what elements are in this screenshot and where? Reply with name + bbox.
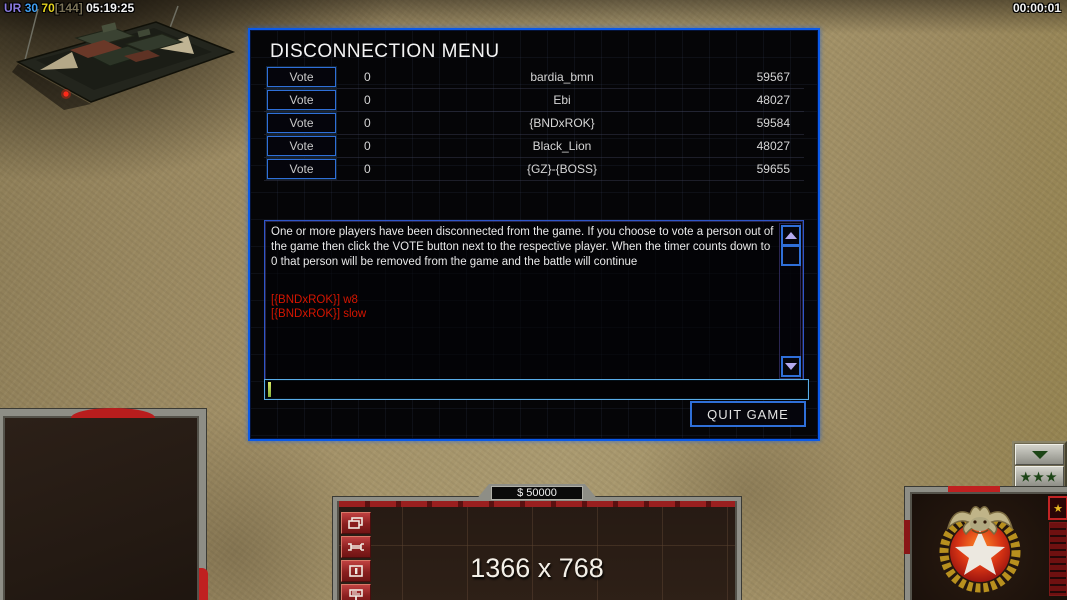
sell-button[interactable]	[341, 560, 371, 582]
player-name: {GZ}-{BOSS}	[526, 162, 598, 176]
hud-tag-ur: UR	[4, 1, 22, 15]
sign-icon	[349, 588, 363, 600]
vote-table: Vote 0 bardia_bmn 59567 Vote 0 Ebi 48027…	[264, 66, 804, 181]
portrait-red-accent-left	[904, 520, 910, 554]
chat-log: [{BNDxROK}] w8 [{BNDxROK}] slow	[271, 293, 366, 321]
veterancy-strip: ★	[1048, 496, 1067, 600]
minimap-panel[interactable]	[0, 408, 208, 600]
command-bar-side-buttons	[341, 512, 371, 600]
vote-button[interactable]: Vote	[267, 113, 336, 133]
wrench-icon	[348, 543, 364, 551]
hud-clock: 05:19:25	[86, 1, 135, 15]
scrollbar[interactable]	[779, 223, 801, 379]
money-value: $ 50000	[491, 486, 583, 500]
scrollbar-thumb[interactable]	[781, 245, 801, 266]
hud-tag-30: 30	[24, 1, 39, 15]
hud-tag-144: [144]	[54, 1, 83, 15]
message-area: One or more players have been disconnect…	[264, 220, 804, 382]
rank-stars-icon: ★★★	[1020, 469, 1059, 484]
minimap-red-accent-right	[199, 568, 208, 600]
rank-button-frame: ★★★	[1012, 441, 1067, 488]
vote-button[interactable]: Vote	[267, 136, 336, 156]
player-name: bardia_bmn	[530, 70, 594, 84]
command-bar-panel: $ 50000 1366 x 768	[333, 484, 741, 600]
options-menu-button[interactable]	[341, 512, 371, 534]
chat-input[interactable]	[264, 379, 809, 400]
beacon-button[interactable]	[341, 584, 371, 600]
quit-game-button[interactable]: QUIT GAME	[690, 401, 806, 427]
timeout-value: 48027	[756, 139, 790, 153]
portrait-red-accent-top	[948, 486, 1000, 492]
money-display: $ 50000	[475, 484, 599, 501]
chevron-down-icon	[1031, 450, 1048, 459]
vote-button[interactable]: Vote	[267, 90, 336, 110]
table-row: Vote 0 {GZ}-{BOSS} 59655	[264, 158, 804, 181]
timeout-value: 48027	[756, 93, 790, 107]
table-row: Vote 0 {BNDxROK} 59584	[264, 112, 804, 135]
timeout-value: 59567	[756, 70, 790, 84]
chat-line: [{BNDxROK}] slow	[271, 308, 367, 320]
player-name: Black_Lion	[532, 139, 592, 153]
disconnect-message: One or more players have been disconnect…	[271, 226, 774, 268]
vote-count: 0	[364, 93, 371, 107]
vote-count: 0	[364, 139, 371, 153]
vote-button[interactable]: Vote	[267, 67, 336, 87]
scroll-up-button[interactable]	[781, 225, 801, 246]
table-row: Vote 0 Black_Lion 48027	[264, 135, 804, 158]
chat-line: [{BNDxROK}] w8	[271, 294, 358, 306]
veterancy-meter	[1049, 522, 1067, 596]
minimap-red-accent-top	[71, 408, 155, 418]
player-name: {BNDxROK}	[529, 116, 595, 130]
repair-button[interactable]	[341, 536, 371, 558]
faction-portrait-panel[interactable]: ★	[904, 486, 1067, 600]
china-faction-emblem	[939, 506, 1021, 593]
generals-promotion-button[interactable]: ★★★	[1015, 466, 1064, 487]
war-factory-building	[12, 5, 236, 110]
timeout-value: 59655	[756, 162, 790, 176]
vote-count: 0	[364, 70, 371, 84]
windows-icon	[348, 516, 363, 529]
frame-bar-icon	[349, 565, 363, 577]
dialog-title: DISCONNECTION MENU	[270, 41, 500, 62]
vote-count: 0	[364, 116, 371, 130]
disconnection-menu-dialog: DISCONNECTION MENU Vote 0 bardia_bmn 595…	[248, 28, 820, 441]
table-row: Vote 0 Ebi 48027	[264, 89, 804, 112]
text-caret	[268, 382, 271, 397]
scroll-down-button[interactable]	[781, 356, 801, 377]
timeout-value: 59584	[756, 116, 790, 130]
command-bar-red-trim	[339, 501, 735, 507]
veterancy-star-icon: ★	[1048, 496, 1067, 520]
vote-count: 0	[364, 162, 371, 176]
resolution-label: 1366 x 768	[470, 553, 604, 583]
arrow-up-icon	[785, 232, 797, 239]
hud-match-timer: 00:00:01	[1012, 1, 1061, 15]
player-name: Ebi	[553, 93, 571, 107]
arrow-down-icon	[785, 363, 797, 370]
hud-tag-70: 70	[41, 1, 55, 15]
collapse-panel-button[interactable]	[1015, 444, 1064, 465]
hud-player-tags: UR 30 70[144] 05:19:25	[4, 1, 134, 15]
table-row: Vote 0 bardia_bmn 59567	[264, 66, 804, 89]
vote-button[interactable]: Vote	[267, 159, 336, 179]
